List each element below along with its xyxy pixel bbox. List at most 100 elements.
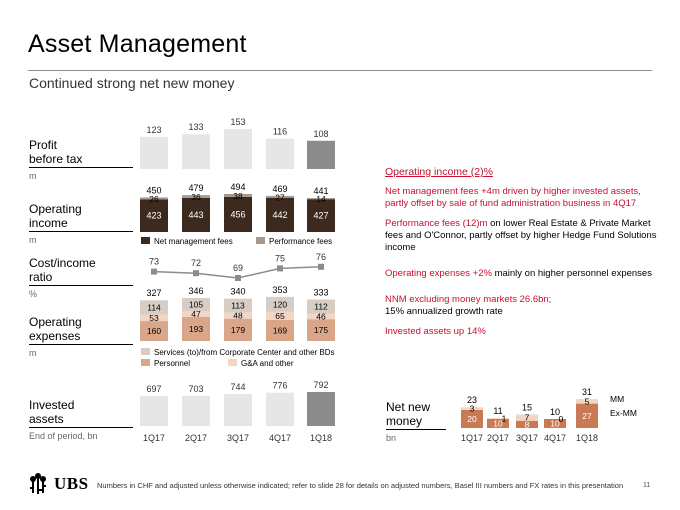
commentary-p4: NNM excluding money markets 26.6bn; 15% … — [385, 294, 665, 318]
commentary-p4-line2: 15% annualized growth rate — [385, 306, 503, 317]
assets-bar-label: 703 — [188, 384, 203, 394]
cost-ratio-point — [193, 270, 199, 277]
expenses-total-label: 327 — [146, 288, 161, 298]
page-number: 11 — [643, 482, 651, 489]
page-subtitle: Continued strong net new money — [29, 75, 235, 91]
income-bar-nmf-label: 423 — [146, 211, 161, 221]
cost-ratio-label: 69 — [233, 263, 243, 273]
nnm-bar-exmm — [487, 418, 509, 428]
x-tick-label-right: 1Q18 — [576, 433, 598, 443]
expenses-segment-label: 47 — [191, 309, 201, 319]
income-bar-pf — [266, 195, 294, 198]
nnm-bar-exmm-label: 10 — [493, 418, 503, 428]
x-tick-label-left: 2Q17 — [185, 433, 207, 443]
expenses-segment-label: 46 — [316, 311, 326, 321]
cost-ratio-point — [318, 263, 324, 270]
cost-ratio-label: 73 — [149, 257, 159, 267]
nnm-bar-mm-label: 1 — [502, 414, 507, 424]
nnm-bar-mm-label: 0 — [559, 414, 564, 424]
expenses-segment-label: 175 — [314, 325, 328, 335]
row-label-nnm: Net new money — [386, 400, 431, 428]
cost-ratio-point — [151, 268, 157, 275]
expenses-bar-segment — [182, 311, 210, 317]
commentary-p1-text: Net management fees +4m driven by higher… — [385, 186, 641, 209]
expenses-segment-label: 193 — [189, 324, 203, 334]
expenses-bar-segment — [307, 319, 335, 341]
nnm-bar-exmm — [576, 403, 598, 428]
row-unit-expenses: m — [29, 348, 37, 358]
commentary-p3-lead: Operating expenses +2% — [385, 268, 492, 279]
profit-bar — [266, 138, 294, 169]
income-total-label: 494 — [230, 182, 245, 192]
title-divider — [28, 70, 652, 71]
nnm-bar-mm — [516, 414, 538, 421]
legend-label-pf: Performance fees — [269, 237, 332, 246]
row-label-assets-line — [29, 427, 133, 428]
nnm-bar-exmm — [516, 420, 538, 428]
cost-ratio-label: 72 — [191, 258, 201, 268]
expenses-segment-label: 48 — [233, 311, 243, 321]
nnm-bar-exmm-label: 20 — [467, 414, 477, 424]
expenses-bar-segment — [182, 297, 210, 312]
income-bar-nmf — [266, 198, 294, 232]
ubs-logo-text: UBS — [54, 474, 89, 493]
income-bar-pf-label: 36 — [191, 192, 201, 202]
assets-bar — [266, 392, 294, 426]
expenses-segment-label: 65 — [275, 311, 285, 321]
row-label-assets: Invested assets — [29, 398, 75, 426]
legend-swatch-nmf — [141, 237, 150, 244]
profit-bar — [307, 140, 335, 169]
x-tick-label-right: 4Q17 — [544, 433, 566, 443]
expenses-segment-label: 112 — [314, 301, 328, 311]
income-total-label: 450 — [146, 185, 161, 195]
row-label-profit: Profit before tax — [29, 138, 83, 166]
legend-label-ga: G&A and other — [241, 359, 294, 368]
nnm-bar-mm — [576, 399, 598, 404]
profit-bar — [224, 129, 252, 169]
expenses-bar-segment — [140, 300, 168, 315]
income-bar-pf — [140, 197, 168, 200]
expenses-segment-label: 114 — [147, 302, 161, 312]
expenses-bar-segment — [266, 311, 294, 320]
assets-bar — [182, 395, 210, 426]
legend-swatch-services — [141, 348, 150, 355]
x-tick-label-left: 4Q17 — [269, 433, 291, 443]
commentary-p1: Net management fees +4m driven by higher… — [385, 186, 665, 210]
income-bar-pf — [182, 195, 210, 198]
nnm-total-label: 31 — [582, 387, 592, 397]
expenses-total-label: 346 — [188, 286, 203, 296]
row-label-income-line — [29, 231, 133, 232]
commentary-p5: Invested assets up 14% — [385, 326, 486, 337]
legend-swatch-pf — [256, 237, 265, 244]
expenses-segment-label: 105 — [189, 300, 203, 310]
profit-bar-label: 153 — [230, 117, 245, 127]
profit-bar-label: 108 — [313, 129, 328, 139]
nnm-total-label: 11 — [493, 406, 502, 416]
row-unit-income: m — [29, 235, 37, 245]
expenses-segment-label: 160 — [147, 326, 161, 336]
profit-bar-label: 123 — [146, 125, 161, 135]
cost-ratio-label: 75 — [275, 253, 285, 263]
commentary-p4-line1: NNM excluding money markets 26.6bn; — [385, 294, 552, 305]
profit-bar-label: 133 — [188, 122, 203, 132]
profit-bar — [140, 136, 168, 169]
row-label-nnm-line — [386, 429, 446, 430]
income-bar-nmf — [307, 199, 335, 232]
legend-label-services: Services (to)/from Corporate Center and … — [154, 348, 335, 357]
row-label-expenses-line — [29, 344, 133, 345]
income-bar-pf-label: 27 — [275, 192, 285, 202]
income-bar-pf-label: 38 — [233, 191, 243, 201]
nnm-bar-mm — [487, 418, 509, 419]
nnm-total-label: 23 — [467, 395, 477, 405]
expenses-total-label: 333 — [313, 287, 328, 297]
income-bar-nmf-label: 456 — [230, 209, 245, 219]
x-tick-label-left: 1Q18 — [310, 433, 332, 443]
x-tick-label-left: 1Q17 — [143, 433, 165, 443]
nnm-total-label: 10 — [550, 407, 560, 417]
expenses-segment-label: 169 — [273, 325, 287, 335]
assets-bar-label: 776 — [272, 381, 287, 391]
page-title: Asset Management — [28, 30, 247, 58]
expenses-bar-segment — [266, 319, 294, 341]
income-bar-pf — [224, 194, 252, 197]
